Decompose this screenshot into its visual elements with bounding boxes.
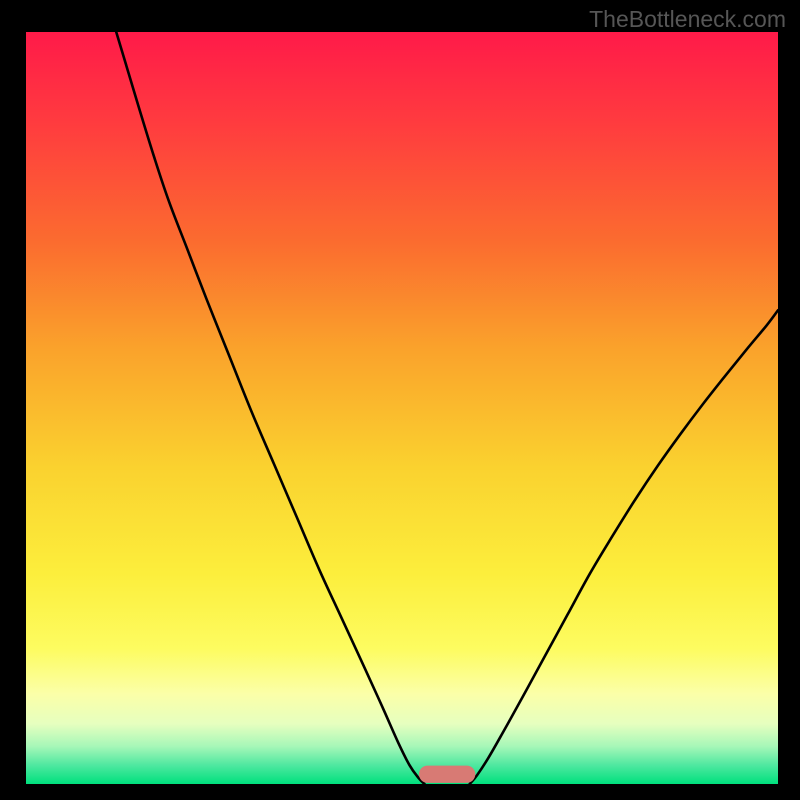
bottom-marker-pill — [419, 766, 475, 783]
bottleneck-chart — [26, 32, 778, 784]
chart-svg — [26, 32, 778, 784]
chart-background — [26, 32, 778, 784]
chart-frame: TheBottleneck.com — [0, 0, 800, 800]
watermark-text: TheBottleneck.com — [589, 6, 786, 33]
